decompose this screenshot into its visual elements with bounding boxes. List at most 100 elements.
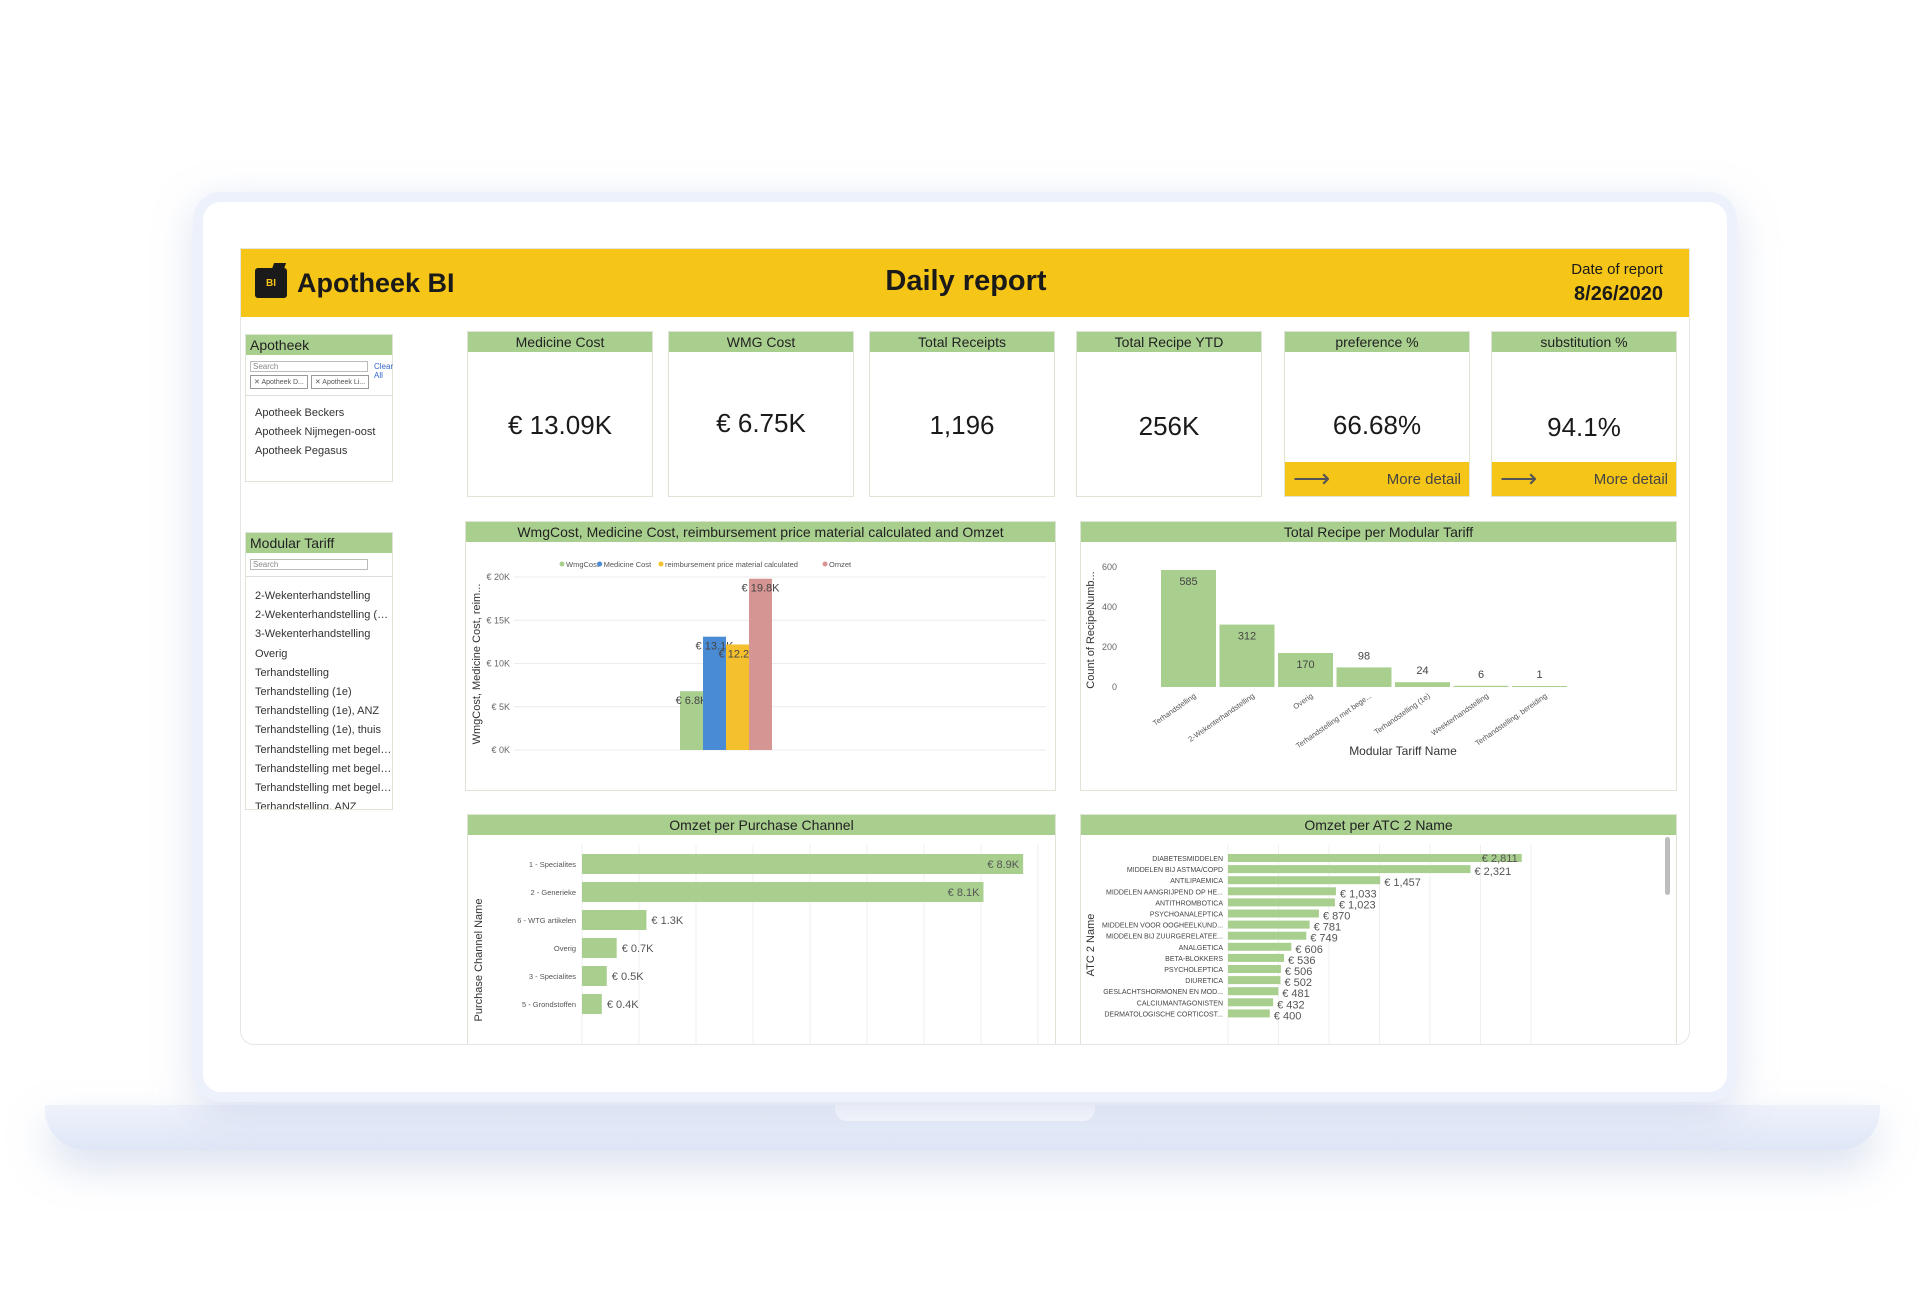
y-tick-label: 1 - Specialites bbox=[529, 860, 576, 869]
list-item[interactable]: Overig bbox=[255, 647, 288, 660]
bar bbox=[726, 644, 749, 750]
list-item[interactable]: 3-Wekenterhandstelling bbox=[255, 628, 371, 641]
list-item[interactable]: Terhandstelling met begeleidin... bbox=[255, 762, 392, 775]
data-label: € 1,033 bbox=[1340, 888, 1377, 900]
slicer-apotheek: Apotheek Search Clear All ✕ Apotheek D..… bbox=[245, 334, 393, 482]
bar bbox=[582, 966, 607, 986]
selected-chip[interactable]: ✕ Apotheek Li... bbox=[310, 375, 370, 389]
more-detail-label: More detail bbox=[1386, 471, 1461, 488]
list-item[interactable]: Terhandstelling (1e) bbox=[255, 686, 352, 699]
y-tick-label: BETA-BLOKKERS bbox=[1165, 956, 1223, 963]
apotheek-list: Apotheek Beckers Apotheek Nijmegen-oost … bbox=[246, 404, 392, 461]
chart-atc2: Omzet per ATC 2 Name ATC 2 Name DIABETESM… bbox=[1080, 814, 1677, 1044]
kpi-title: Total Receipts bbox=[870, 332, 1054, 352]
data-label: € 481 bbox=[1282, 988, 1310, 1000]
app-name: Apotheek BI bbox=[297, 267, 455, 298]
bar bbox=[1453, 685, 1509, 687]
bar bbox=[1219, 624, 1275, 687]
bar bbox=[1278, 653, 1333, 687]
list-item[interactable]: Apotheek Beckers bbox=[255, 407, 345, 419]
data-label: € 1.3K bbox=[651, 915, 683, 927]
kpi-value: 66.68% bbox=[1332, 410, 1422, 440]
list-item[interactable]: Terhandstelling bbox=[255, 666, 329, 679]
divider bbox=[246, 395, 392, 396]
x-tick-label: Terhandstelling bbox=[1151, 691, 1197, 727]
kpi-title: WMG Cost bbox=[669, 332, 853, 352]
y-tick-label: € 20K bbox=[486, 572, 510, 582]
data-label: € 13.1K bbox=[696, 641, 735, 653]
bar bbox=[1336, 667, 1392, 687]
slicer-apotheek-title: Apotheek bbox=[246, 335, 392, 355]
laptop-notch bbox=[835, 1105, 1095, 1121]
y-tick-label: 200 bbox=[1102, 642, 1117, 652]
bar bbox=[1228, 953, 1285, 962]
date-label: Date of report bbox=[1571, 261, 1663, 278]
y-tick-label: DIABETESMIDDELEN bbox=[1152, 856, 1223, 863]
legend-marker bbox=[559, 561, 565, 567]
y-tick-label: MIDDELEN AANGRIJPEND OP HE... bbox=[1106, 889, 1223, 896]
more-detail-button[interactable]: ⟶ More detail bbox=[1285, 462, 1469, 496]
kpi-wmg-cost: WMG Cost € 6.75K bbox=[668, 331, 854, 497]
bar bbox=[1228, 876, 1381, 885]
kpi-total-recipe-ytd: Total Recipe YTD 256K bbox=[1076, 331, 1262, 497]
scrollbar[interactable] bbox=[1665, 837, 1670, 895]
data-label: € 19.8K bbox=[742, 583, 781, 595]
data-label: € 749 bbox=[1310, 933, 1338, 945]
list-item[interactable]: Apotheek Pegasus bbox=[255, 445, 348, 457]
data-label: 24 bbox=[1416, 665, 1428, 677]
bi-logo-icon: BI bbox=[255, 268, 287, 298]
data-label: € 781 bbox=[1314, 922, 1342, 934]
report-header: BI Apotheek BI Daily report Date of repo… bbox=[241, 249, 1689, 317]
more-detail-button[interactable]: ⟶ More detail bbox=[1492, 462, 1676, 496]
data-label: € 506 bbox=[1285, 966, 1313, 978]
bar bbox=[1228, 1009, 1270, 1018]
y-tick-label: DIURETICA bbox=[1185, 978, 1223, 985]
bar bbox=[1228, 854, 1522, 862]
bar bbox=[582, 910, 647, 930]
bar bbox=[1228, 887, 1336, 896]
y-tick-label: 3 - Specialites bbox=[529, 972, 576, 981]
data-label: € 870 bbox=[1323, 911, 1351, 923]
list-item[interactable]: Terhandstelling (1e), ANZ bbox=[255, 705, 380, 718]
clear-all-link[interactable]: Clear All bbox=[374, 362, 394, 380]
data-label: € 6.8K bbox=[676, 695, 708, 707]
list-item[interactable]: Terhandstelling met begeleidin... bbox=[255, 743, 392, 756]
list-item[interactable]: 2-Wekenterhandstelling bbox=[255, 590, 371, 602]
list-item[interactable]: Terhandstelling, ANZ bbox=[255, 801, 357, 810]
bar bbox=[582, 994, 602, 1014]
list-item[interactable]: 2-Wekenterhandstelling (1e) bbox=[255, 609, 392, 622]
tariff-search-input[interactable]: Search bbox=[250, 559, 368, 570]
y-axis-label: Purchase Channel Name bbox=[473, 899, 485, 1022]
list-item[interactable]: Terhandstelling met begeleidin... bbox=[255, 782, 392, 795]
y-tick-label: € 5K bbox=[491, 702, 510, 712]
dashboard-screen: BI Apotheek BI Daily report Date of repo… bbox=[240, 248, 1690, 1045]
y-tick-label: ANALGETICA bbox=[1179, 945, 1224, 952]
y-tick-label: MIDDELEN BIJ ZUURGERELATEE... bbox=[1106, 934, 1223, 941]
chart-atc2-svg: ATC 2 Name DIABETESMIDDELEN € 2,811 MIDDELE… bbox=[1085, 845, 1532, 1044]
bar bbox=[1161, 570, 1216, 687]
x-tick-label: Weekterhandstelling bbox=[1429, 691, 1490, 737]
bar bbox=[1228, 909, 1319, 918]
kpi-title: substitution % bbox=[1492, 332, 1676, 352]
bar bbox=[1228, 976, 1281, 985]
legend-label: reimbursement price material calculated bbox=[665, 560, 798, 569]
tariff-list: 2-Wekenterhandstelling 2-Wekenterhandste… bbox=[246, 587, 392, 810]
selected-chip[interactable]: ✕ Apotheek D... bbox=[250, 375, 308, 389]
chart-recipe-tariff-svg: 0 200 400 600 Count of RecipeNumb... 585 Terha… bbox=[1085, 562, 1567, 758]
list-item[interactable]: Terhandstelling (1e), thuis bbox=[255, 724, 381, 737]
data-label: € 606 bbox=[1295, 944, 1323, 956]
data-label: € 12.2K bbox=[719, 648, 758, 660]
y-axis-label: WmgCost, Medicine Cost, reim... bbox=[471, 584, 483, 745]
bar bbox=[1228, 987, 1279, 996]
y-tick-label: MIDDELEN BIJ ASTMA/COPD bbox=[1127, 867, 1223, 874]
list-item[interactable]: Apotheek Nijmegen-oost bbox=[255, 426, 376, 438]
x-axis-label: Modular Tariff Name bbox=[1349, 744, 1457, 758]
bar bbox=[1512, 686, 1567, 687]
y-tick-label: 6 - WTG artikelen bbox=[517, 916, 576, 925]
legend-marker bbox=[597, 561, 603, 567]
y-tick-label: 2 - Generieke bbox=[531, 888, 576, 897]
data-label: € 0.4K bbox=[607, 999, 639, 1011]
date-value: 8/26/2020 bbox=[1574, 283, 1663, 305]
apotheek-search-input[interactable]: Search bbox=[250, 361, 368, 372]
y-tick-label: 400 bbox=[1102, 602, 1117, 612]
